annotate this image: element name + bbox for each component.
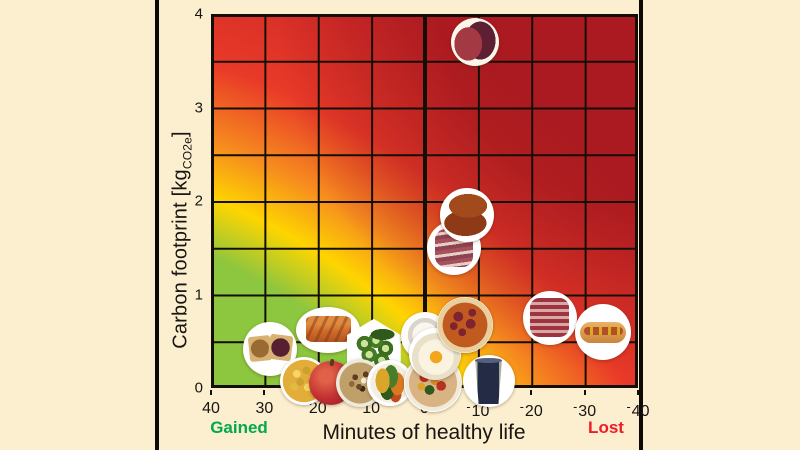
superscript-minus: - — [626, 400, 631, 414]
y-axis-title: Carbon footprint [kgCO2e] — [170, 131, 195, 349]
x-tick-mark — [263, 390, 266, 395]
zero-axis-line — [422, 14, 427, 388]
y-tick-label: 2 — [194, 192, 203, 210]
x-tick-mark — [210, 390, 212, 395]
lost-annotation: Lost — [588, 418, 624, 437]
superscript-minus: - — [519, 400, 524, 414]
x-tick-mark — [637, 390, 639, 395]
figure-left-border-line — [155, 0, 159, 450]
y-tick-label: 1 — [194, 286, 203, 303]
x-tick-label: -30 — [573, 400, 597, 420]
y-tick-label: 3 — [194, 99, 203, 116]
x-axis-title: Minutes of healthy life — [322, 421, 526, 444]
food-item-pizza — [436, 297, 493, 354]
food-item-cola — [462, 355, 515, 408]
x-tick-mark — [530, 390, 533, 395]
gained-annotation: Gained — [210, 418, 268, 437]
food-item-hot-dog — [575, 303, 632, 360]
superscript-minus: - — [466, 400, 471, 414]
figure-right-border-line — [639, 0, 643, 450]
y-tick-label: 0 — [194, 379, 203, 397]
y-axis-title-bracket: ] — [169, 131, 192, 137]
x-tick-label: 30 — [255, 400, 274, 417]
plot-area — [211, 14, 638, 413]
x-tick-label: 40 — [202, 400, 220, 417]
superscript-minus: - — [573, 400, 578, 414]
food-item-beef-patties — [440, 188, 495, 243]
x-tick-label: -40 — [626, 400, 650, 420]
x-tick-label: -20 — [519, 400, 543, 420]
y-tick-label: 4 — [194, 5, 203, 23]
y-axis-title-subscript: CO2e — [180, 136, 195, 170]
x-tick-mark — [583, 390, 586, 395]
food-item-beef-steak — [451, 18, 500, 67]
x-tick-label: 20 — [308, 400, 327, 417]
food-item-bacon — [522, 290, 577, 345]
